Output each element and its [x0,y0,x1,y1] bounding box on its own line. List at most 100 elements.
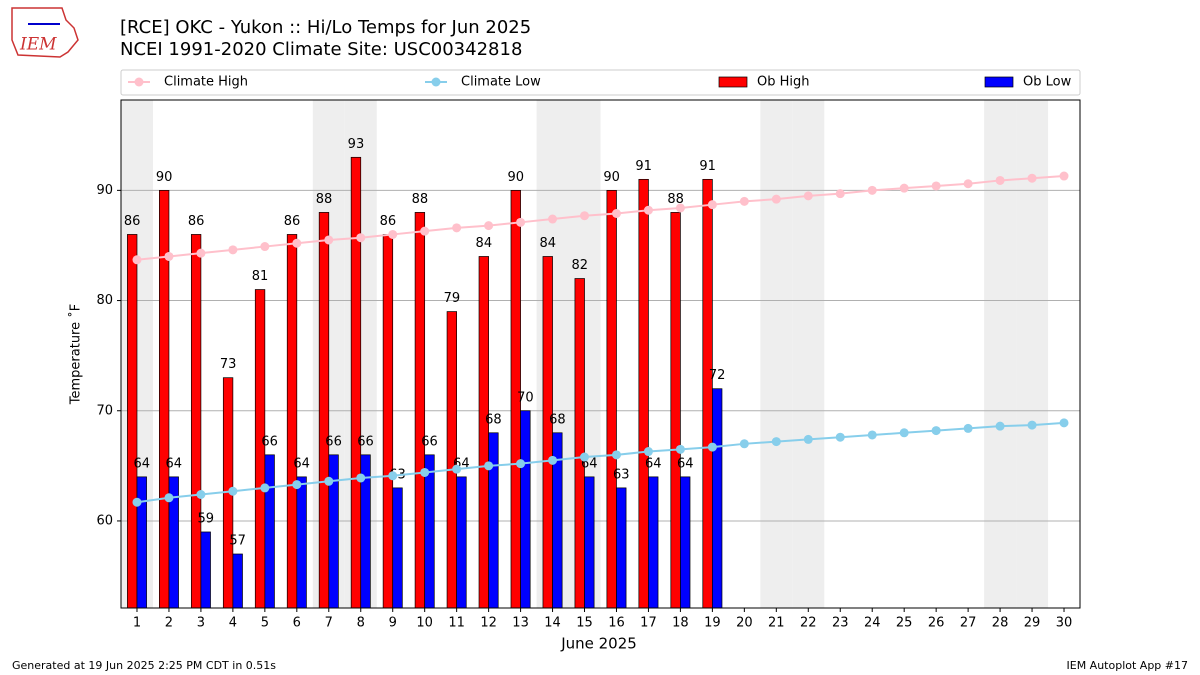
point [388,229,398,239]
point [164,493,174,503]
point [835,432,845,442]
x-tick-label: 8 [357,616,365,631]
y-tick-label: 70 [96,403,113,418]
data-label: 86 [188,214,205,229]
point [867,430,877,440]
bar [232,553,243,609]
point [611,450,621,460]
point [1027,420,1037,430]
data-label: 70 [517,390,534,405]
x-tick-label: 30 [1056,616,1073,631]
legend [120,69,1081,96]
x-tick-label: 7 [325,616,333,631]
x-tick-label: 18 [672,616,689,631]
point [484,461,494,471]
point [739,439,749,449]
x-tick-label: 1 [133,616,141,631]
data-label: 84 [539,236,556,251]
point [931,426,941,436]
legend-label: Climate High [164,75,248,90]
bar [392,487,403,609]
data-label: 64 [165,456,182,471]
point [580,452,590,462]
data-label: 59 [197,511,214,526]
legend-marker [134,77,144,87]
legend-swatch [984,76,1014,88]
x-tick-label: 24 [864,616,881,631]
point [548,455,558,465]
data-label: 66 [325,434,342,449]
point [675,444,685,454]
point [803,434,813,444]
weekend-shade [760,100,793,608]
legend-label: Climate Low [461,75,541,90]
bar [520,410,531,609]
point [611,209,621,219]
x-tick-label: 10 [416,616,433,631]
point [292,480,302,490]
data-label: 88 [412,192,429,207]
bar [542,256,553,609]
bar [456,476,467,609]
data-label: 57 [229,534,246,549]
point [643,447,653,457]
data-label: 66 [261,434,278,449]
legend-swatch [718,76,748,88]
point [899,428,909,438]
data-label: 82 [571,258,588,273]
data-label: 91 [699,159,716,174]
point [164,251,174,261]
point [835,189,845,199]
data-label: 72 [709,368,726,383]
point [675,203,685,213]
bar [286,234,298,609]
x-tick-label: 21 [768,616,785,631]
data-label: 68 [549,412,566,427]
x-tick-label: 15 [576,616,593,631]
x-tick-label: 20 [736,616,753,631]
bar [264,454,275,609]
point [196,248,206,258]
x-tick-label: 27 [960,616,977,631]
point [548,214,558,224]
legend-label: Ob High [757,75,810,90]
bar [680,476,691,609]
x-tick-label: 6 [293,616,301,631]
point [420,467,430,477]
point [132,497,142,507]
bar [712,388,723,609]
x-tick-label: 25 [896,616,913,631]
x-tick-label: 2 [165,616,173,631]
y-tick-label: 80 [96,293,113,308]
data-label: 86 [380,214,397,229]
footer-right: IEM Autoplot App #17 [1067,659,1189,672]
data-label: 86 [124,214,141,229]
bar [606,190,617,609]
point [484,221,494,231]
data-label: 64 [677,456,694,471]
x-tick-label: 28 [992,616,1009,631]
point [771,437,781,447]
x-tick-label: 26 [928,616,945,631]
data-label: 68 [485,412,502,427]
data-label: 66 [357,434,374,449]
data-label: 88 [667,192,684,207]
point [196,489,206,499]
logo-text: IEM [19,35,57,55]
point [803,191,813,201]
data-label: 63 [613,467,630,482]
data-label: 90 [508,170,525,185]
y-tick-label: 90 [96,183,113,198]
x-tick-label: 23 [832,616,849,631]
data-label: 90 [156,170,173,185]
bar [200,531,211,609]
bar [478,256,489,609]
line [136,175,1065,261]
point [643,205,653,215]
point [995,421,1005,431]
data-label: 64 [134,456,151,471]
point [771,194,781,204]
point [324,476,334,486]
x-tick-label: 12 [480,616,497,631]
x-tick-label: 9 [389,616,397,631]
